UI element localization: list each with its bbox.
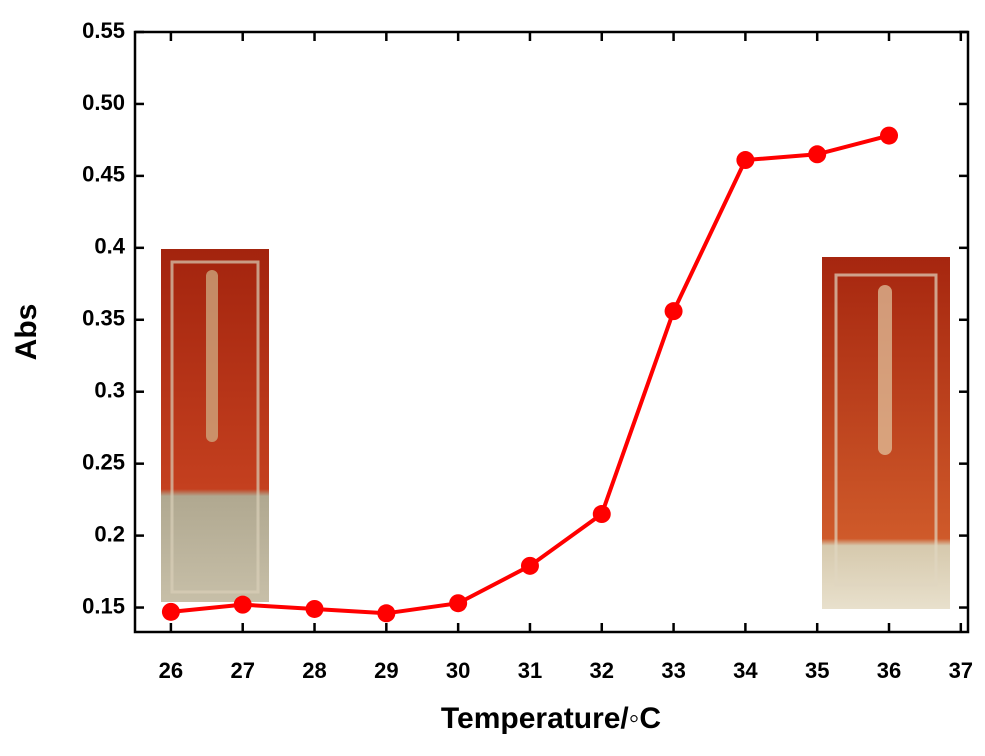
plot-frame — [133, 30, 970, 634]
y-tick-label: 0.35 — [82, 306, 125, 331]
x-tick-label: 26 — [159, 658, 183, 683]
data-point — [377, 604, 396, 623]
data-line — [170, 133, 890, 616]
y-tick-label: 0.4 — [94, 234, 125, 259]
data-point — [161, 602, 180, 621]
x-tick-label: 34 — [733, 658, 758, 683]
y-tick-label: 0.50 — [82, 90, 125, 115]
data-point — [880, 126, 899, 145]
x-tick-label: 36 — [877, 658, 901, 683]
data-point — [520, 556, 539, 575]
y-axis-title: Abs — [10, 304, 43, 361]
x-tick-label: 28 — [302, 658, 326, 683]
x-tick-label: 29 — [374, 658, 398, 683]
x-axis-title: Temperature/◦C — [441, 702, 661, 735]
y-tick-label: 0.55 — [82, 18, 125, 43]
data-point — [592, 505, 611, 524]
data-point — [449, 594, 468, 613]
x-tick-label: 30 — [446, 658, 470, 683]
y-tick-label: 0.25 — [82, 449, 125, 474]
y-tick-label: 0.15 — [82, 593, 125, 618]
data-point — [736, 151, 755, 170]
data-point — [305, 599, 324, 618]
x-tick-label: 35 — [805, 658, 829, 683]
data-point — [664, 302, 683, 321]
data-point — [233, 595, 252, 614]
x-tick-label: 32 — [590, 658, 614, 683]
y-tick-label: 0.45 — [82, 162, 125, 187]
x-tick-label: 37 — [949, 658, 973, 683]
inset-photo-right — [822, 257, 950, 609]
y-tick-label: 0.2 — [94, 521, 125, 546]
x-tick-label: 27 — [230, 658, 254, 683]
y-tick-label: 0.3 — [94, 378, 125, 403]
inset-photo-left — [161, 249, 269, 602]
x-tick-label: 33 — [661, 658, 685, 683]
data-point — [808, 145, 827, 164]
x-tick-label: 31 — [518, 658, 542, 683]
